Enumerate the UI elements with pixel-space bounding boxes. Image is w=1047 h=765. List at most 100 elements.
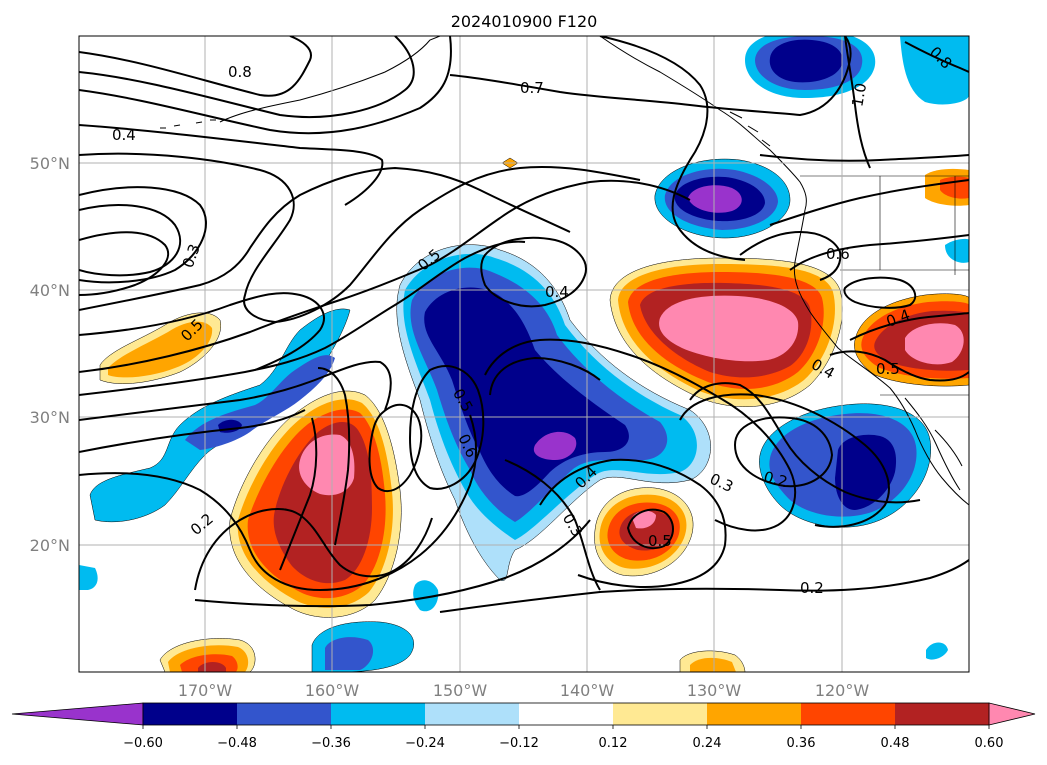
- coastline-baja-california: [904, 397, 961, 491]
- negative-anomaly-region-central-4: [424, 287, 629, 497]
- contour-line-north-loop: [599, 36, 746, 261]
- negative-anomaly-patch-east-edge: [945, 238, 969, 263]
- contour-line-07: [449, 36, 852, 117]
- lon-label: 170°W: [178, 681, 233, 700]
- contour-line-05-south: [626, 508, 674, 550]
- colorbar-tick-label: −0.12: [499, 736, 539, 751]
- contour-line-04-south: [539, 458, 727, 588]
- lat-label: 50°N: [30, 154, 70, 173]
- positive-anomaly-core-east: [905, 323, 964, 365]
- contour-line-east-wave: [679, 393, 890, 528]
- contour-label: 0.4: [545, 283, 569, 301]
- positive-anomaly-patch-south-core: [632, 510, 656, 529]
- lat-label: 40°N: [30, 281, 70, 300]
- contour-line-03-east: [689, 382, 921, 504]
- political-borders: [800, 175, 969, 396]
- contour-line-inner-loop-2: [368, 403, 423, 493]
- lon-label: 150°W: [433, 681, 488, 700]
- contour-label: 0.6: [826, 245, 850, 263]
- map-area: 0.8 0.7 0.4 0.3 0.5 0.4 0.5 0.6 0.5 0.6 …: [79, 36, 969, 672]
- colorbar-tick-label: 0.48: [881, 736, 910, 751]
- negative-anomaly-patch-south-1-core: [325, 637, 374, 670]
- negative-anomaly-patch-south-2: [413, 580, 439, 612]
- colorbar-tick-label: −0.60: [123, 736, 163, 751]
- contour-line-03: [79, 204, 181, 277]
- negative-anomaly-core-central: [533, 431, 577, 460]
- contour-line-east-north-3: [759, 154, 969, 162]
- contour-line-02-west: [194, 508, 433, 591]
- colorbar-segment: [895, 703, 990, 725]
- contour-line-04-east: [849, 312, 969, 341]
- colorbar: −0.60 −0.48 −0.36 −0.24 −0.12 0.12 0.24 0.36 0.4…: [11, 702, 1036, 751]
- contour-label: 1.0: [848, 81, 870, 108]
- negative-anomaly-patch-west-edge: [79, 565, 98, 590]
- negative-anomaly-core-alaska: [769, 39, 843, 83]
- coastline-alaska-peninsula: [219, 36, 441, 123]
- contour-line-north-1: [79, 36, 312, 97]
- colorbar-tick-label: 0.24: [693, 736, 722, 751]
- contour-line-north-2: [79, 36, 415, 118]
- colorbar-tick-label: −0.24: [405, 736, 445, 751]
- lon-label: 120°W: [815, 681, 870, 700]
- colorbar-segment: [707, 703, 802, 725]
- contour-label: 0.2: [762, 468, 790, 492]
- colorbar-segment: [331, 703, 426, 725]
- contour-line-mid-5: [79, 292, 325, 371]
- colorbar-segment: [801, 703, 896, 725]
- colorbar-tick-label: 0.36: [787, 736, 816, 751]
- contour-line-02-south: [439, 559, 969, 613]
- contour-line-06-center: [489, 356, 601, 396]
- contour-line-inner-loop-1: [408, 365, 485, 490]
- colorbar-segment: [143, 703, 238, 725]
- colorbar-extend-high: [988, 702, 1036, 726]
- negative-anomaly-region-topright: [900, 36, 969, 105]
- positive-anomaly-patch-south-bottom-core: [690, 657, 736, 672]
- colorbar-segment: [237, 703, 332, 725]
- colorbar-segment: [425, 703, 520, 725]
- contour-line-long-2: [79, 360, 392, 421]
- colorbar-segment: [613, 703, 708, 725]
- contour-label: 0.8: [228, 63, 252, 81]
- contour-label: 0.4: [112, 126, 136, 144]
- negative-anomaly-core-northeast: [688, 185, 742, 213]
- contour-label: 0.2: [800, 579, 824, 597]
- coastline-aleutians: [160, 119, 216, 129]
- lat-label: 20°N: [30, 536, 70, 555]
- latitude-labels: 50°N 40°N 30°N 20°N: [30, 154, 70, 555]
- colorbar-tick-label: −0.48: [217, 736, 257, 751]
- contour-line-long-7: [194, 519, 591, 608]
- contour-lines: [79, 36, 969, 613]
- colorbar-segment: [519, 703, 614, 725]
- contour-line-long-3: [79, 409, 306, 453]
- negative-anomaly-patch-southeast-small: [926, 642, 948, 660]
- contour-line-north-3: [79, 36, 452, 135]
- contour-line-08-northeast: [904, 41, 969, 73]
- longitude-labels: 170°W 160°W 150°W 140°W 130°W 120°W: [178, 681, 870, 700]
- gridlines: [79, 36, 969, 672]
- contour-line-mid-4: [79, 166, 571, 311]
- lat-label: 30°N: [30, 408, 70, 427]
- lon-label: 160°W: [305, 681, 360, 700]
- contour-line-north-4: [79, 124, 384, 206]
- coastline-southeast-alaska: [599, 36, 807, 211]
- contour-line-03-south: [504, 459, 601, 591]
- contour-line-10-northeast: [844, 36, 871, 169]
- contour-line-04-north: [480, 236, 587, 308]
- map-title: 2024010900 F120: [451, 12, 598, 31]
- positive-anomaly-core-california: [659, 295, 799, 362]
- contour-line-east-north-4: [843, 276, 917, 309]
- contour-line-east-north-1: [789, 234, 969, 271]
- contour-label: 0.5: [648, 532, 672, 550]
- colorbar-tick-label: 0.12: [599, 736, 628, 751]
- coastline-gulf-of-california: [934, 429, 963, 467]
- contour-line-long-6: [317, 367, 351, 546]
- contour-line-06-east: [739, 230, 842, 281]
- positive-anomaly-patch-south-4: [619, 510, 674, 551]
- colorbar-extend-low: [11, 702, 144, 726]
- contour-label: 0.7: [520, 79, 544, 97]
- colorbar-tick-label: −0.36: [311, 736, 351, 751]
- contour-line-05-west: [79, 179, 691, 373]
- map-frame: [78, 35, 970, 673]
- contour-line-long-5: [279, 417, 318, 571]
